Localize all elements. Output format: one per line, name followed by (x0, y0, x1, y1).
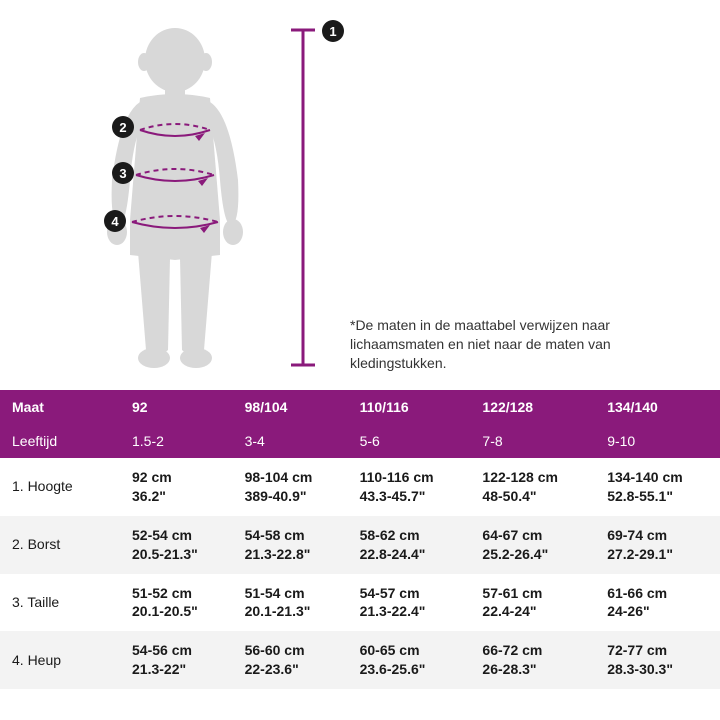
table-row: 1. Hoogte 92 cm36.2" 98-104 cm389-40.9" … (0, 458, 720, 516)
marker-1: 1 (322, 20, 344, 42)
diagram-section: 1 2 3 4 *De maten in de maattabel verwij… (0, 0, 720, 390)
cell: 54-57 cm21.3-22.4" (348, 574, 471, 632)
cell: 61-66 cm24-26" (595, 574, 720, 632)
cell: 92 cm36.2" (120, 458, 233, 516)
header-size-4: 134/140 (595, 390, 720, 424)
table-row: 3. Taille 51-52 cm20.1-20.5" 51-54 cm20.… (0, 574, 720, 632)
header-age-1: 3-4 (233, 424, 348, 458)
marker-4: 4 (104, 210, 126, 232)
header-size-1: 98/104 (233, 390, 348, 424)
cell: 60-65 cm23.6-25.6" (348, 631, 471, 689)
cell: 134-140 cm52.8-55.1" (595, 458, 720, 516)
header-age-2: 5-6 (348, 424, 471, 458)
size-table: Maat 92 98/104 110/116 122/128 134/140 L… (0, 390, 720, 689)
cell: 110-116 cm43.3-45.7" (348, 458, 471, 516)
height-bar (288, 25, 318, 370)
marker-2: 2 (112, 116, 134, 138)
header-age-4: 9-10 (595, 424, 720, 458)
marker-3: 3 (112, 162, 134, 184)
cell: 66-72 cm26-28.3" (470, 631, 595, 689)
cell: 64-67 cm25.2-26.4" (470, 516, 595, 574)
header-age-3: 7-8 (470, 424, 595, 458)
size-table-header: Maat 92 98/104 110/116 122/128 134/140 L… (0, 390, 720, 458)
header-size-2: 110/116 (348, 390, 471, 424)
table-row: 2. Borst 52-54 cm20.5-21.3" 54-58 cm21.3… (0, 516, 720, 574)
header-size-0: 92 (120, 390, 233, 424)
header-size-3: 122/128 (470, 390, 595, 424)
table-row: 4. Heup 54-56 cm21.3-22" 56-60 cm22-23.6… (0, 631, 720, 689)
cell: 52-54 cm20.5-21.3" (120, 516, 233, 574)
cell: 54-58 cm21.3-22.8" (233, 516, 348, 574)
cell: 57-61 cm22.4-24" (470, 574, 595, 632)
cell: 58-62 cm22.8-24.4" (348, 516, 471, 574)
row-label: 4. Heup (0, 631, 120, 689)
cell: 51-54 cm20.1-21.3" (233, 574, 348, 632)
cell: 51-52 cm20.1-20.5" (120, 574, 233, 632)
row-label: 3. Taille (0, 574, 120, 632)
size-table-body: 1. Hoogte 92 cm36.2" 98-104 cm389-40.9" … (0, 458, 720, 689)
header-age-label: Leeftijd (0, 424, 120, 458)
cell: 54-56 cm21.3-22" (120, 631, 233, 689)
cell: 98-104 cm389-40.9" (233, 458, 348, 516)
measurement-rings (70, 20, 280, 370)
cell: 56-60 cm22-23.6" (233, 631, 348, 689)
header-size-label: Maat (0, 390, 120, 424)
row-label: 2. Borst (0, 516, 120, 574)
header-age-0: 1.5-2 (120, 424, 233, 458)
cell: 72-77 cm28.3-30.3" (595, 631, 720, 689)
row-label: 1. Hoogte (0, 458, 120, 516)
cell: 69-74 cm27.2-29.1" (595, 516, 720, 574)
disclaimer-text: *De maten in de maattabel verwijzen naar… (350, 316, 670, 373)
cell: 122-128 cm48-50.4" (470, 458, 595, 516)
